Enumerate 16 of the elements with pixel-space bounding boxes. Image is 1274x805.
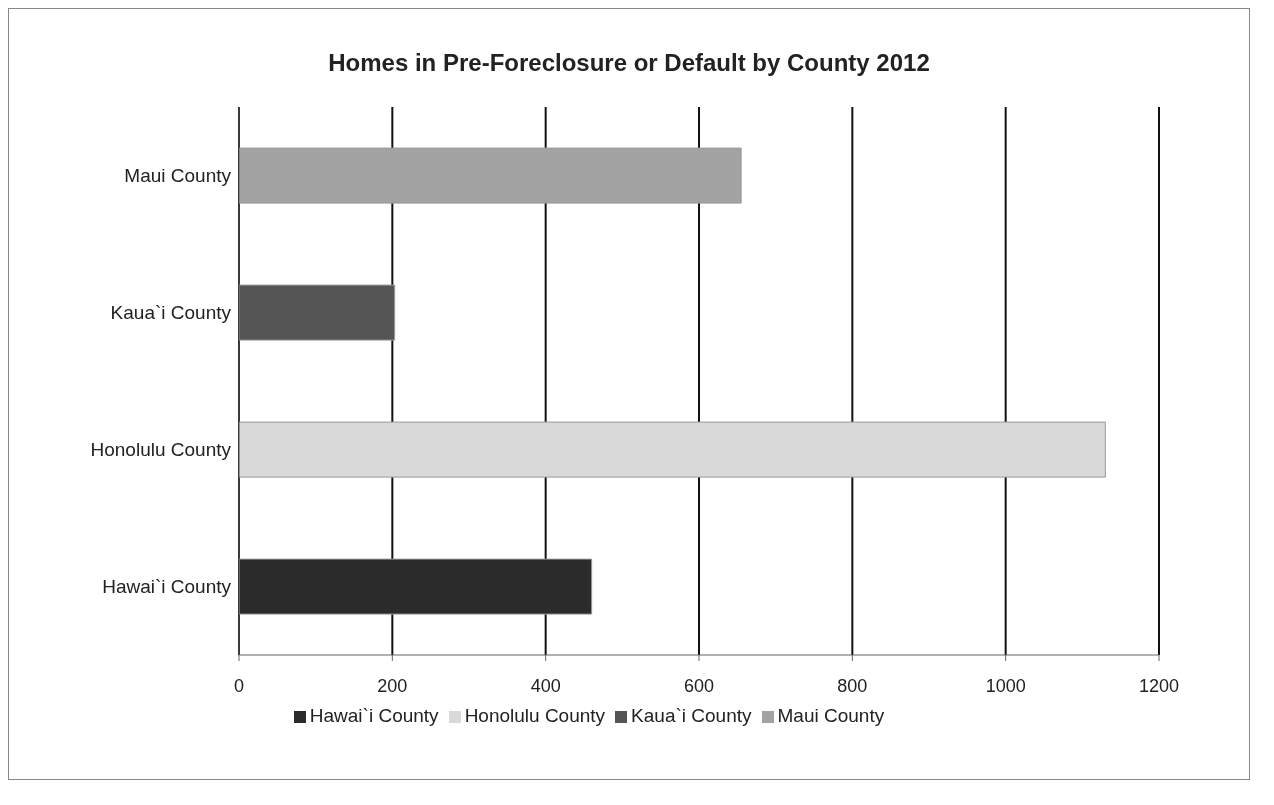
x-tick-label: 800 <box>837 675 868 696</box>
y-tick-label: Maui County <box>124 165 232 187</box>
legend-label: Honolulu County <box>464 705 606 726</box>
chart-title: Homes in Pre-Foreclosure or Default by County 2012 <box>327 48 931 77</box>
x-tick-label: 1000 <box>985 675 1026 696</box>
legend-label: Maui County <box>777 705 885 726</box>
x-tick-label: 1200 <box>1138 675 1180 696</box>
y-tick-label: Hawai`i County <box>102 576 232 598</box>
x-tick-label: 400 <box>530 675 561 696</box>
legend-label: Kaua`i County <box>631 705 752 726</box>
y-tick-label: Honolulu County <box>90 439 232 461</box>
y-tick-label: Kaua`i County <box>110 302 232 324</box>
x-tick-label: 0 <box>233 675 245 696</box>
legend-label: Hawai`i County <box>309 705 439 726</box>
x-tick-label: 200 <box>377 675 408 696</box>
x-tick-label: 600 <box>683 675 715 696</box>
